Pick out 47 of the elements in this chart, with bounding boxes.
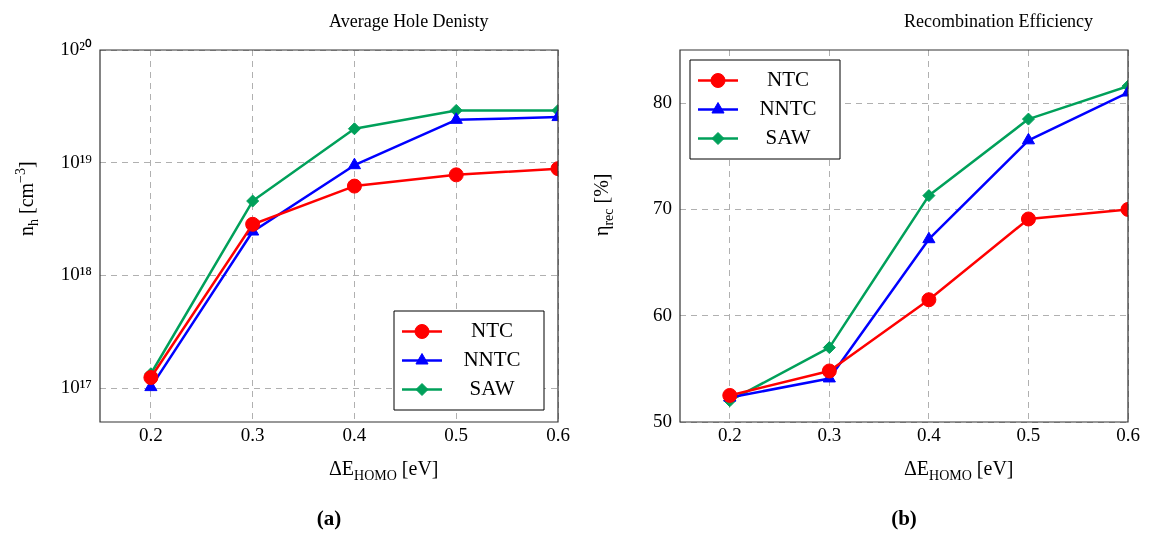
point <box>246 194 260 208</box>
x-tick-label: 0.4 <box>917 424 942 446</box>
point <box>921 292 937 308</box>
y-axis-title: nh [cm−3] <box>12 161 41 236</box>
point <box>449 112 463 124</box>
point <box>347 122 361 136</box>
x-tick-label: 0.3 <box>240 424 265 446</box>
point <box>1021 112 1035 126</box>
legend-label: SAW <box>765 125 811 150</box>
point <box>245 216 261 232</box>
point <box>1021 132 1036 145</box>
point <box>822 341 836 355</box>
x-tick-label: 0.2 <box>717 424 742 446</box>
chart-title: Average Hole Denisty <box>329 10 489 31</box>
x-tick-label: 0.4 <box>342 424 367 446</box>
x-tick-label: 0.6 <box>1116 424 1140 446</box>
y-tick-label: 10¹⁹ <box>60 150 93 172</box>
x-tick-label: 0.2 <box>139 424 163 446</box>
y-tick-label: 70 <box>653 197 672 219</box>
legend-label: NNTC <box>463 347 521 372</box>
y-tick-label: 80 <box>653 91 672 113</box>
text: (b) <box>891 506 917 531</box>
point <box>448 167 464 183</box>
y-tick-label: 60 <box>653 303 672 325</box>
y-tick-label: 10¹⁸ <box>60 263 92 285</box>
point <box>143 370 159 386</box>
y-axis-title: ηrec [%] <box>590 173 616 236</box>
legend-label: NTC <box>767 67 809 92</box>
legend-label: SAW <box>469 376 515 401</box>
point <box>347 157 362 170</box>
point <box>922 189 936 203</box>
y-tick-label: 10¹⁷ <box>60 376 92 398</box>
x-tick-label: 0.3 <box>817 424 842 446</box>
point <box>346 178 362 194</box>
point <box>821 363 837 379</box>
legend-label: NNTC <box>759 96 817 121</box>
x-tick-label: 0.6 <box>546 424 570 446</box>
y-tick-label: 10²⁰ <box>60 37 92 59</box>
point <box>922 231 936 244</box>
point <box>1020 211 1036 227</box>
legend-label: NTC <box>471 318 513 343</box>
x-tick-label: 0.5 <box>1016 424 1041 446</box>
point <box>449 103 463 117</box>
y-tick-label: 50 <box>653 409 672 431</box>
text: (a) <box>316 506 342 531</box>
x-tick-label: 0.5 <box>444 424 469 446</box>
chart-title: Recombination Efficiency <box>904 10 1094 31</box>
